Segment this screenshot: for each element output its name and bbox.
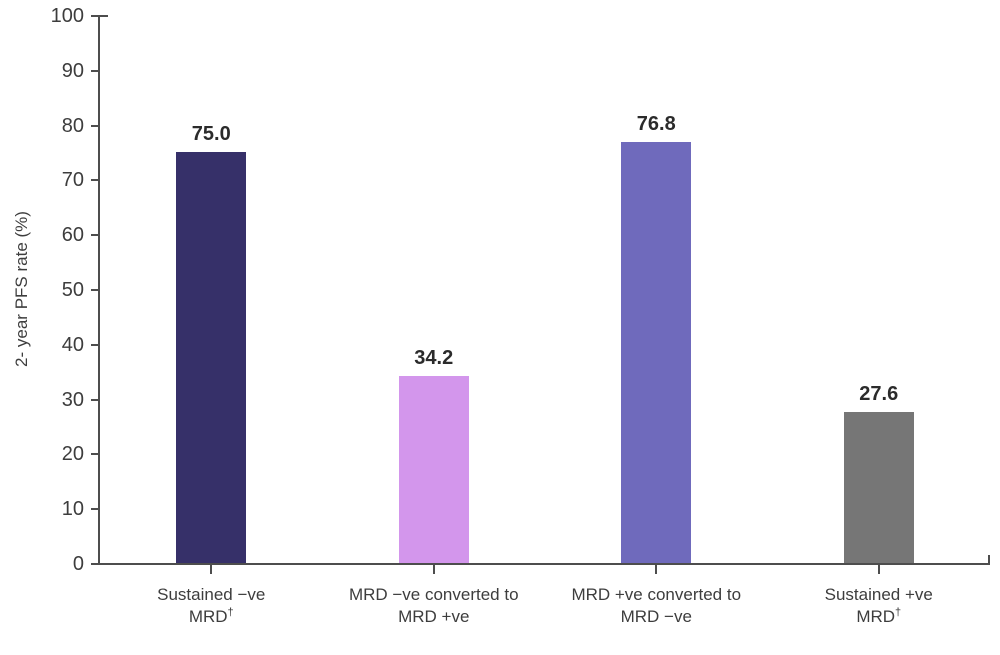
x-axis-category-label: Sustained +ve MRD†	[824, 585, 933, 626]
dagger-footnote-marker: †	[895, 606, 902, 619]
x-axis-line	[91, 563, 990, 565]
dagger-footnote-marker: †	[227, 606, 234, 619]
bar	[621, 142, 692, 563]
bar	[176, 152, 247, 563]
y-tick-mark	[91, 179, 100, 182]
bar-value-label: 76.8	[636, 113, 676, 136]
y-tick-label: 0	[72, 553, 84, 575]
y-tick-label: 70	[61, 169, 84, 192]
x-axis-right-cap	[988, 555, 990, 565]
bar-value-label: 27.6	[859, 382, 899, 405]
y-tick-mark	[91, 398, 100, 401]
x-tick-mark	[877, 563, 880, 574]
y-tick-mark	[91, 453, 100, 456]
x-tick-mark	[210, 563, 213, 574]
x-axis-category-label: MRD +ve converted to MRD −ve	[571, 585, 742, 626]
bar	[398, 375, 469, 563]
y-tick-label: 50	[61, 279, 84, 301]
y-tick-label: 60	[61, 224, 84, 247]
y-tick-mark	[91, 343, 100, 346]
y-tick-label: 10	[61, 498, 84, 521]
y-tick-label: 90	[61, 59, 84, 82]
x-axis-category-label: Sustained −ve MRD†	[157, 585, 266, 626]
y-tick-mark	[91, 234, 100, 237]
x-tick-mark	[655, 563, 658, 574]
bar	[843, 411, 914, 563]
y-tick-mark	[91, 15, 100, 17]
y-tick-mark	[91, 508, 100, 511]
y-axis-top-cap	[100, 15, 108, 17]
y-tick-label: 80	[61, 114, 84, 137]
bar-value-label: 34.2	[414, 346, 454, 369]
x-axis-category-label: MRD −ve converted to MRD +ve	[348, 585, 519, 626]
y-tick-label: 100	[50, 5, 84, 27]
y-tick-label: 20	[61, 443, 84, 466]
x-tick-mark	[432, 563, 435, 574]
y-tick-label: 40	[61, 333, 84, 356]
y-tick-mark	[91, 69, 100, 72]
y-tick-label: 30	[61, 388, 84, 411]
y-tick-mark	[91, 124, 100, 127]
y-tick-mark	[91, 289, 100, 291]
bar-value-label: 75.0	[191, 123, 231, 145]
